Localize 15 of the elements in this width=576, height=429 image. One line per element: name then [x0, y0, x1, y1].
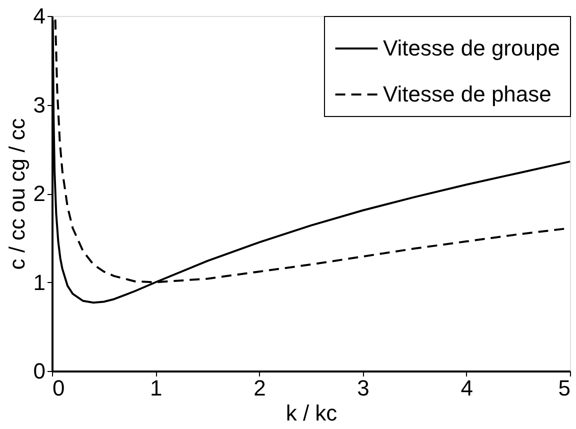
x-tick-label: 3 — [357, 376, 370, 400]
x-tick-label: 5 — [558, 376, 570, 400]
x-tick-label: 0 — [52, 376, 65, 400]
legend-label: Vitesse de groupe — [383, 36, 560, 60]
y-axis-title: c / cc ou cg / cc — [4, 118, 30, 270]
legend-label: Vitesse de phase — [383, 82, 552, 106]
y-tick-label: 1 — [33, 270, 46, 295]
x-tick-label: 4 — [460, 376, 474, 400]
y-tick-label: 0 — [33, 358, 46, 384]
x-tick-label: 1 — [150, 376, 162, 400]
x-axis-title: k / kc — [286, 400, 338, 426]
y-tick-label: 2 — [33, 181, 46, 206]
x-tick-label: 2 — [254, 376, 266, 400]
y-tick-label: 3 — [33, 92, 46, 118]
y-tick-label: 4 — [33, 4, 46, 28]
